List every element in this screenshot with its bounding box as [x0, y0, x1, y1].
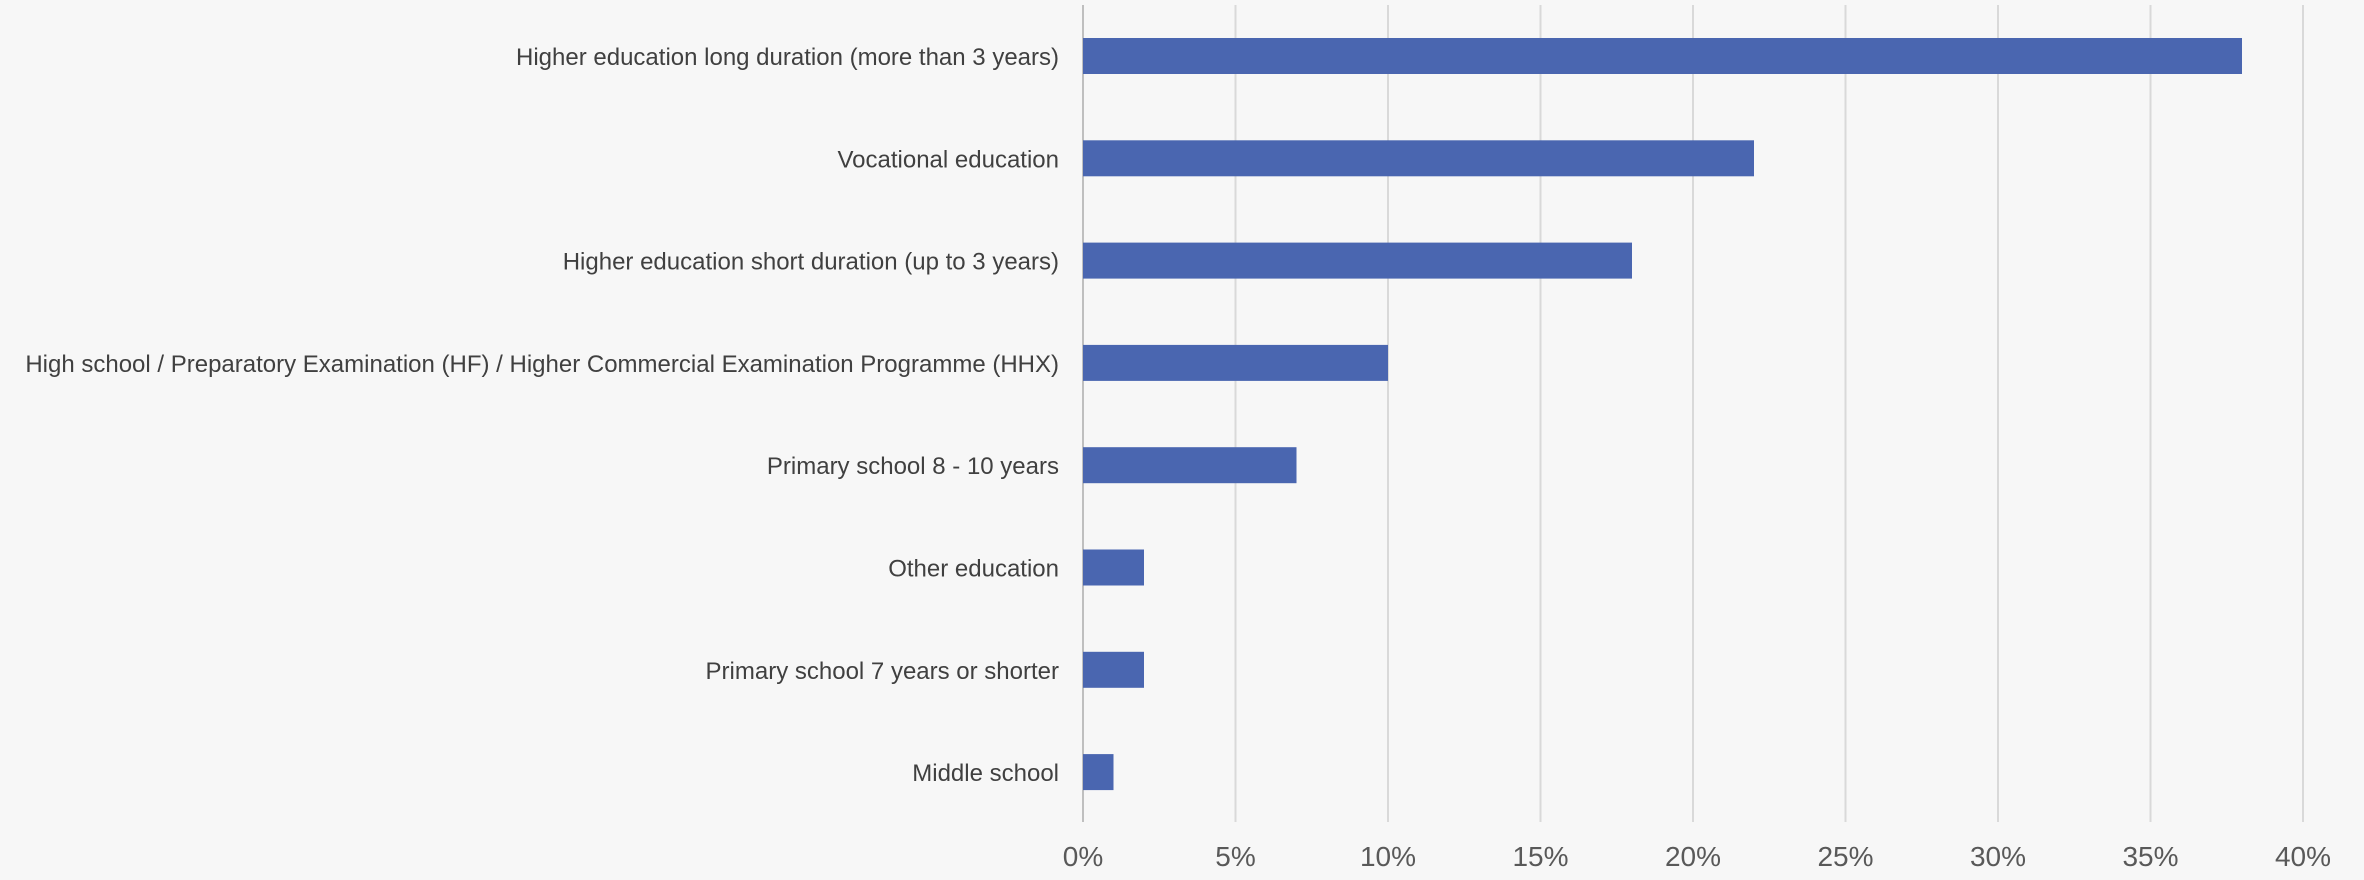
category-labels: Higher education long duration (more tha…: [25, 44, 1059, 787]
bar-layer: [1083, 38, 2242, 791]
bar: [1083, 140, 1754, 177]
category-label: Primary school 7 years or shorter: [706, 658, 1059, 685]
bar: [1083, 549, 1144, 586]
category-label: Higher education short duration (up to 3…: [563, 249, 1059, 276]
bar: [1083, 754, 1114, 791]
category-label: Middle school: [912, 760, 1059, 787]
x-tick-label: 40%: [2275, 841, 2331, 872]
bar: [1083, 344, 1388, 381]
bar: [1083, 651, 1144, 688]
category-label: Higher education long duration (more tha…: [516, 44, 1059, 71]
x-tick-label: 25%: [1817, 841, 1873, 872]
x-tick-label: 30%: [1970, 841, 2026, 872]
category-label: High school / Preparatory Examination (H…: [25, 351, 1059, 378]
category-label: Other education: [888, 556, 1059, 583]
x-tick-label: 5%: [1215, 841, 1255, 872]
x-tick-label: 10%: [1360, 841, 1416, 872]
bar: [1083, 38, 2242, 74]
x-tick-label: 0%: [1063, 841, 1103, 872]
x-axis-tick-labels: 0% 5% 10% 15% 20% 25% 30% 35% 40%: [1063, 841, 2331, 872]
x-tick-label: 20%: [1665, 841, 1721, 872]
category-label: Vocational education: [837, 146, 1059, 173]
x-tick-label: 35%: [2122, 841, 2178, 872]
category-label: Primary school 8 - 10 years: [767, 453, 1059, 480]
grid-layer: [1082, 5, 2304, 822]
x-tick-label: 15%: [1512, 841, 1568, 872]
bar: [1083, 242, 1632, 279]
bar: [1083, 447, 1297, 484]
